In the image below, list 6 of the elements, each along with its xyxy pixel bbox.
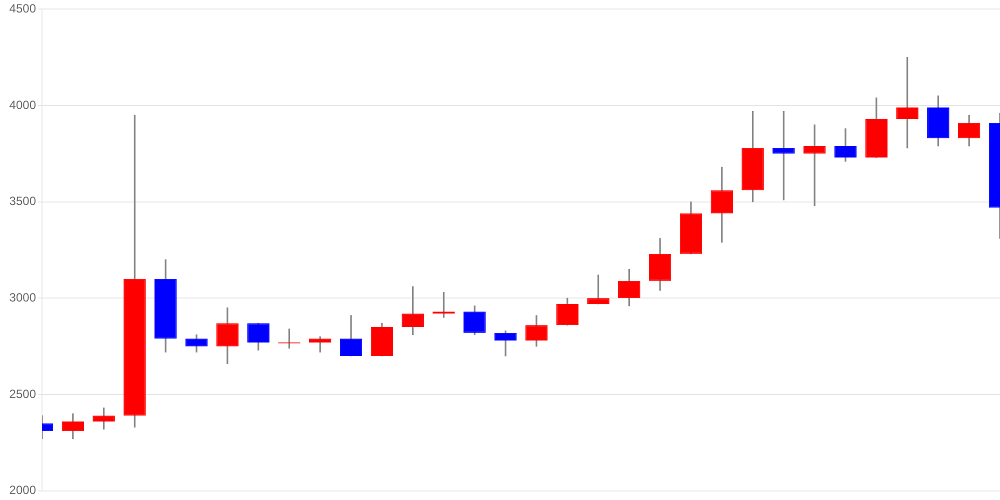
y-tick-label: 3500 <box>9 194 36 208</box>
y-tick-label: 4000 <box>9 98 36 112</box>
y-tick-label: 2000 <box>9 483 36 498</box>
y-tick-label: 2500 <box>9 386 36 401</box>
y-tick-label: 4500 <box>9 2 36 16</box>
y-tick-label: 3000 <box>9 290 36 304</box>
